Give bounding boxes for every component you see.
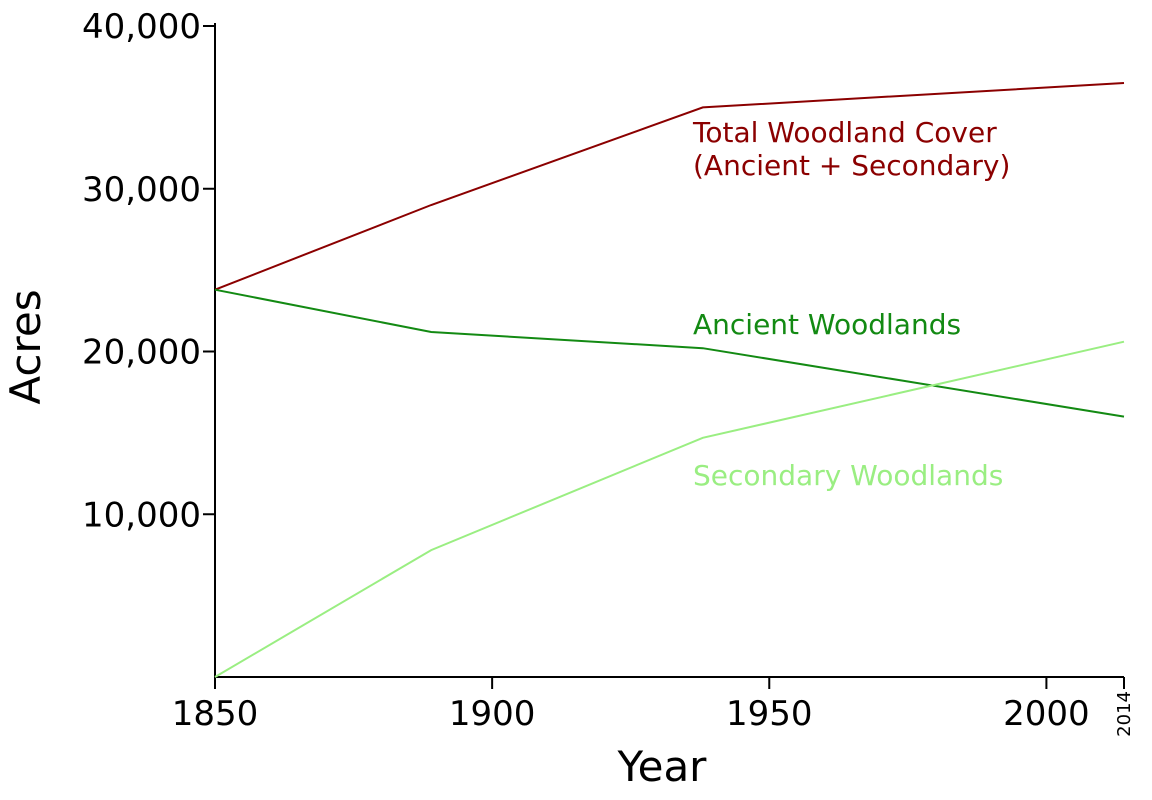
series-label: (Ancient + Secondary) xyxy=(693,149,1010,182)
series-label: Secondary Woodlands xyxy=(693,459,1003,492)
y-axis-ticks: 10,000 20,000 30,000 40,000 xyxy=(82,7,215,535)
series-labels: Total Woodland Cover(Ancient + Secondary… xyxy=(692,116,1010,492)
series-line xyxy=(214,82,1125,291)
x-tick-label: 2014 xyxy=(1114,691,1135,737)
x-tick-label: 1850 xyxy=(172,694,259,734)
series-label: Total Woodland Cover xyxy=(692,116,997,149)
y-tick-label: 30,000 xyxy=(82,170,201,210)
series-label: Ancient Woodlands xyxy=(693,308,961,341)
x-axis-title: Year xyxy=(617,742,708,791)
x-tick-label: 1950 xyxy=(726,694,813,734)
series-line xyxy=(214,340,1125,678)
y-tick-label: 20,000 xyxy=(82,333,201,373)
series-lines xyxy=(214,82,1125,678)
x-axis-ticks: 1850 1900 1950 2000 2014 xyxy=(172,677,1135,737)
y-axis-title: Acres xyxy=(1,289,50,404)
y-tick-label: 40,000 xyxy=(82,7,201,47)
x-tick-label: 2000 xyxy=(1003,694,1090,734)
y-tick-label: 10,000 xyxy=(82,495,201,535)
x-tick-label: 1900 xyxy=(449,694,536,734)
series-line xyxy=(214,288,1125,418)
